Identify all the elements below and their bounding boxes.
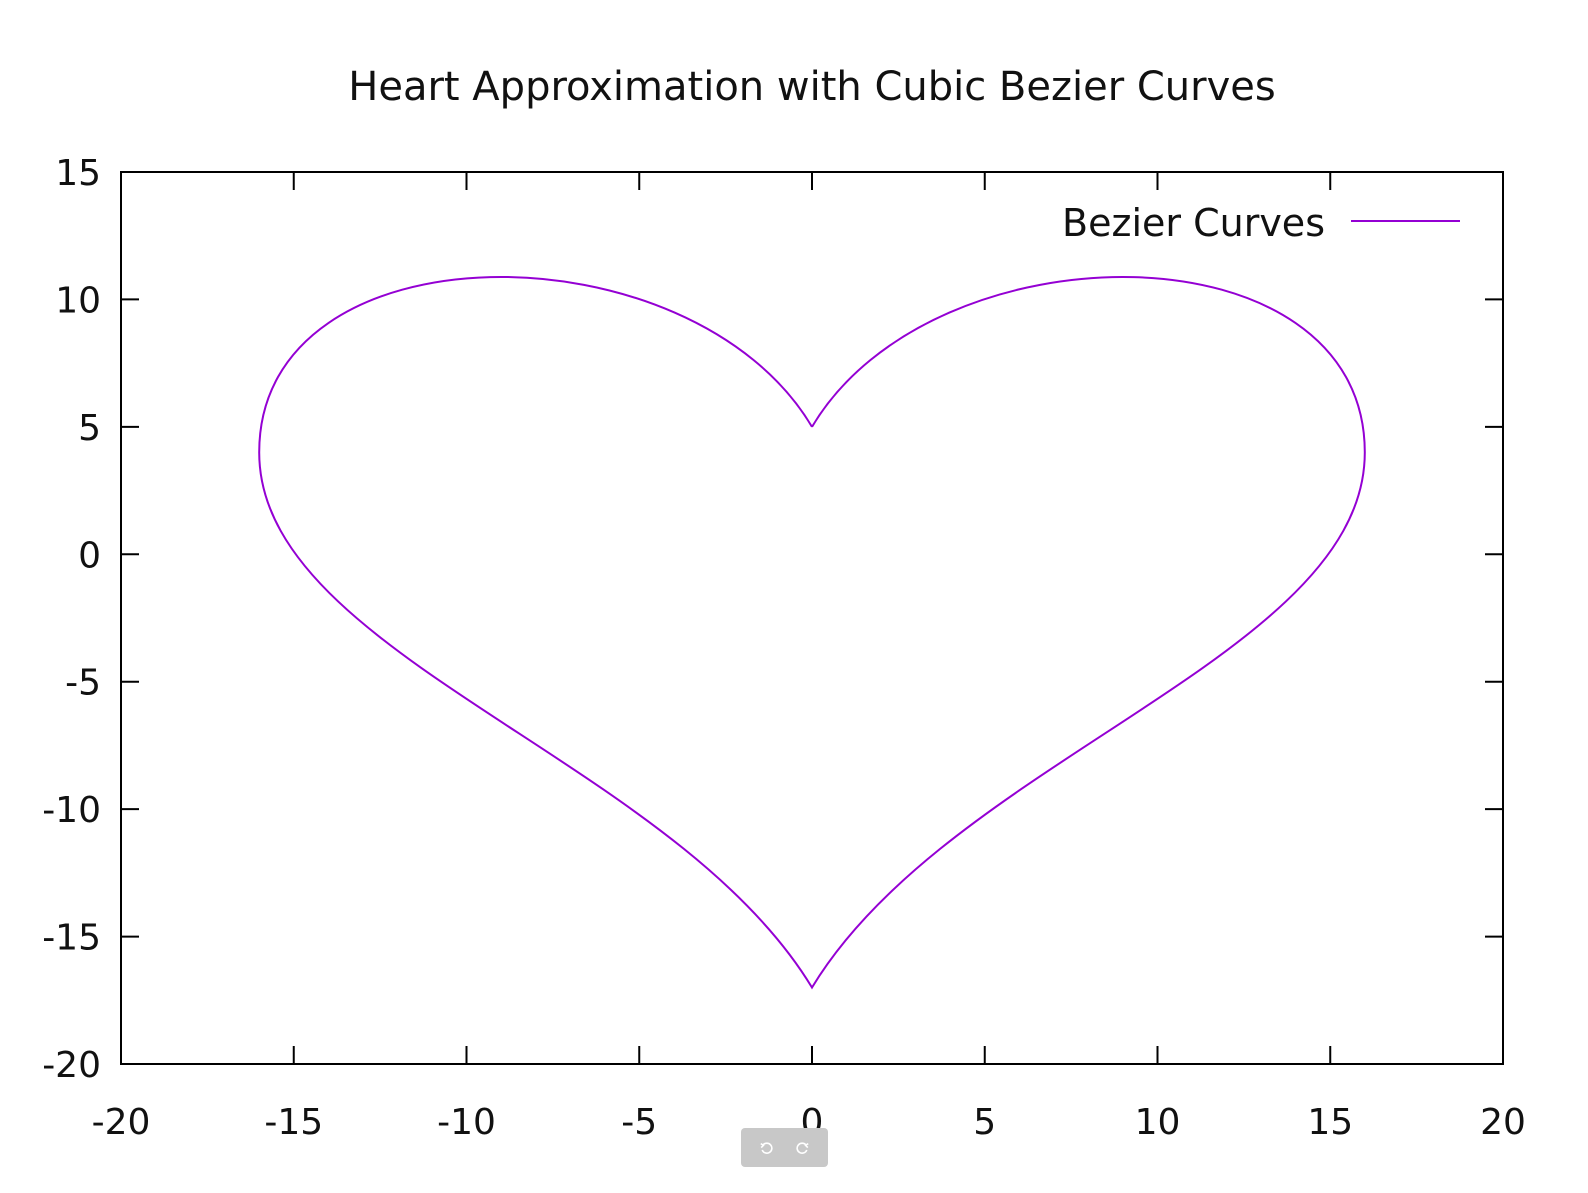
y-tick-label: 0 [78,535,101,576]
x-tick-label: 20 [1480,1102,1526,1143]
axis-ticks [120,171,1504,1065]
legend-label-bezier-curves: Bezier Curves [1062,201,1325,245]
x-tick-label: -15 [264,1102,323,1143]
rotate-left-icon[interactable] [757,1138,777,1158]
y-tick-label: 5 [78,408,101,449]
image-viewer-toolbar [741,1128,828,1167]
y-tick-label: 10 [55,280,101,321]
x-tick-label: -20 [92,1102,151,1143]
series-layer [258,276,1366,990]
x-tick-label: 10 [1135,1102,1181,1143]
x-tick-label: -10 [437,1102,496,1143]
x-tick-label: -5 [621,1102,657,1143]
chart-title: Heart Approximation with Cubic Bezier Cu… [348,64,1275,110]
series-line-bezier-curves [258,276,1366,990]
x-tick-label: 5 [973,1102,996,1143]
x-tick-label: 15 [1307,1102,1353,1143]
plot-frame [120,171,1504,1065]
rotate-right-icon[interactable] [792,1138,812,1158]
y-tick-label: -5 [65,663,101,704]
legend: Bezier Curves [1062,201,1460,245]
y-tick-label: -15 [42,918,101,959]
y-tick-label: -20 [42,1045,101,1086]
y-tick-label: 15 [55,153,101,194]
y-tick-label: -10 [42,790,101,831]
